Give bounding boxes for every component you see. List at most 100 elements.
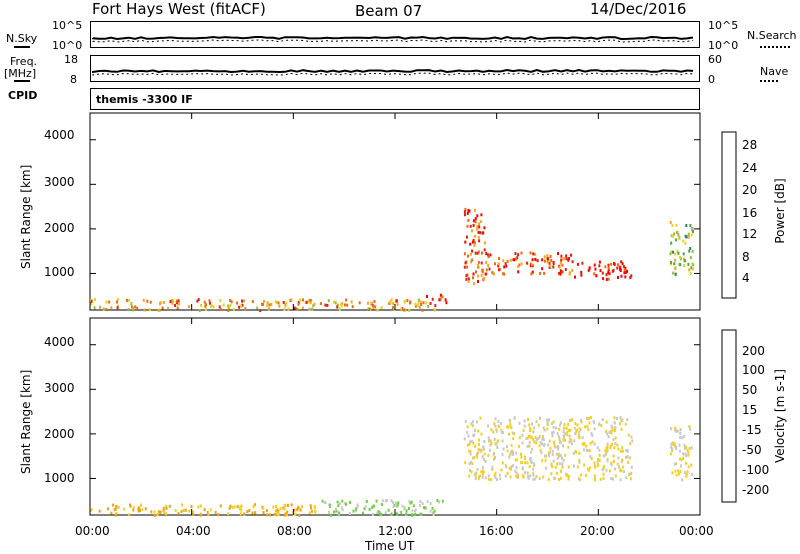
velocity-cell: [562, 436, 565, 440]
velocity-cell: [294, 512, 297, 516]
velocity-cell: [474, 444, 477, 448]
velocity-cell: [516, 476, 519, 480]
velocity-cell: [567, 465, 570, 469]
power-cell: [409, 300, 412, 304]
power-cell: [372, 306, 375, 310]
velocity-cell: [583, 441, 586, 445]
power-cell: [560, 254, 563, 258]
velocity-cell: [602, 477, 605, 481]
velocity-cell: [482, 445, 485, 449]
xtick-3: 12:00: [378, 524, 413, 538]
velocity-cell: [509, 453, 511, 457]
velocity-cell: [356, 503, 359, 507]
velocity-cell: [677, 472, 680, 476]
velocity-cell: [542, 426, 545, 430]
velocity-cell: [539, 440, 542, 444]
velocity-cell: [159, 510, 162, 514]
velocity-region-2: [463, 416, 634, 482]
velocity-cell: [470, 460, 473, 464]
velocity-cell: [559, 421, 562, 425]
velocity-cell: [533, 426, 536, 430]
velocity-cell: [683, 443, 686, 447]
velocity-cell: [156, 513, 159, 517]
velocity-cell: [578, 458, 581, 462]
velocity-cell: [578, 452, 581, 455]
velocity-cell: [532, 467, 535, 471]
velocity-cell: [539, 448, 542, 452]
velocity-cell: [293, 508, 296, 512]
velocity-cell: [501, 439, 504, 443]
power-cell: [626, 269, 629, 273]
velocity-cell: [574, 422, 577, 426]
velocity-cell: [424, 506, 427, 510]
velocity-cell: [298, 513, 301, 517]
power-cbar-tick-5: 8: [742, 250, 750, 264]
velocity-cell: [547, 443, 550, 447]
power-cell: [396, 302, 399, 306]
velocity-cell: [466, 425, 469, 429]
power-cell: [682, 239, 685, 243]
velocity-cell: [556, 462, 559, 466]
power-cell: [389, 301, 392, 305]
velocity-cell: [403, 506, 406, 510]
velocity-cell: [395, 512, 398, 516]
xaxis-label: Time UT: [365, 539, 415, 553]
power-cell: [552, 265, 555, 269]
power-cell: [434, 304, 437, 308]
velocity-cell: [631, 439, 634, 443]
velocity-cell: [605, 450, 608, 454]
velocity-cell: [123, 507, 126, 511]
velocity-cell: [470, 422, 473, 426]
power-cell: [345, 298, 348, 302]
velocity-cell: [98, 509, 101, 513]
nsky-label: N.Sky: [6, 32, 38, 45]
power-cell: [116, 304, 119, 308]
velocity-cell: [338, 511, 341, 515]
power-cell: [463, 265, 466, 269]
power-cell: [93, 306, 96, 310]
velocity-cell: [233, 505, 236, 509]
velocity-cell: [594, 465, 597, 469]
power-cell: [557, 252, 559, 256]
velocity-cell: [390, 499, 393, 503]
power-cbar-tick-1: 24: [742, 161, 758, 175]
velocity-cell: [591, 440, 594, 444]
velocity-cell: [516, 473, 519, 477]
velocity-cell: [420, 512, 423, 516]
velocity-cell: [544, 454, 547, 458]
velocity-cell: [510, 465, 513, 469]
velocity-cell: [610, 442, 613, 446]
velocity-cell: [551, 422, 553, 426]
velocity-cell: [477, 477, 480, 481]
velocity-cell: [685, 474, 688, 478]
power-cell: [344, 303, 346, 307]
power-cell: [563, 257, 566, 261]
power-cell: [548, 262, 551, 266]
velocity-cell: [596, 464, 599, 467]
power-cell: [621, 262, 624, 266]
power-cell: [390, 298, 393, 302]
velocity-cell: [556, 432, 559, 435]
velocity-cell: [341, 508, 344, 512]
velocity-cell: [681, 436, 684, 440]
power-cell: [472, 239, 475, 242]
power-cell: [290, 298, 293, 302]
velocity-region-1: [321, 498, 444, 517]
power-cell: [558, 271, 561, 275]
nsearch-tick-bottom: 10^0: [708, 39, 739, 52]
velocity-cell: [682, 452, 685, 456]
power-cell: [422, 301, 425, 305]
power-cell: [464, 213, 466, 217]
velocity-cell: [495, 442, 498, 446]
power-cell: [240, 304, 242, 308]
velocity-cell: [493, 437, 496, 441]
power-cell: [229, 299, 232, 302]
power-cell: [471, 240, 474, 244]
velocity-cell: [521, 441, 524, 445]
power-cell: [136, 306, 139, 310]
power-cell: [219, 299, 222, 303]
power-cell: [605, 277, 608, 281]
power-cell: [284, 304, 287, 307]
velocity-cell: [153, 514, 156, 517]
power-cell: [142, 298, 145, 302]
